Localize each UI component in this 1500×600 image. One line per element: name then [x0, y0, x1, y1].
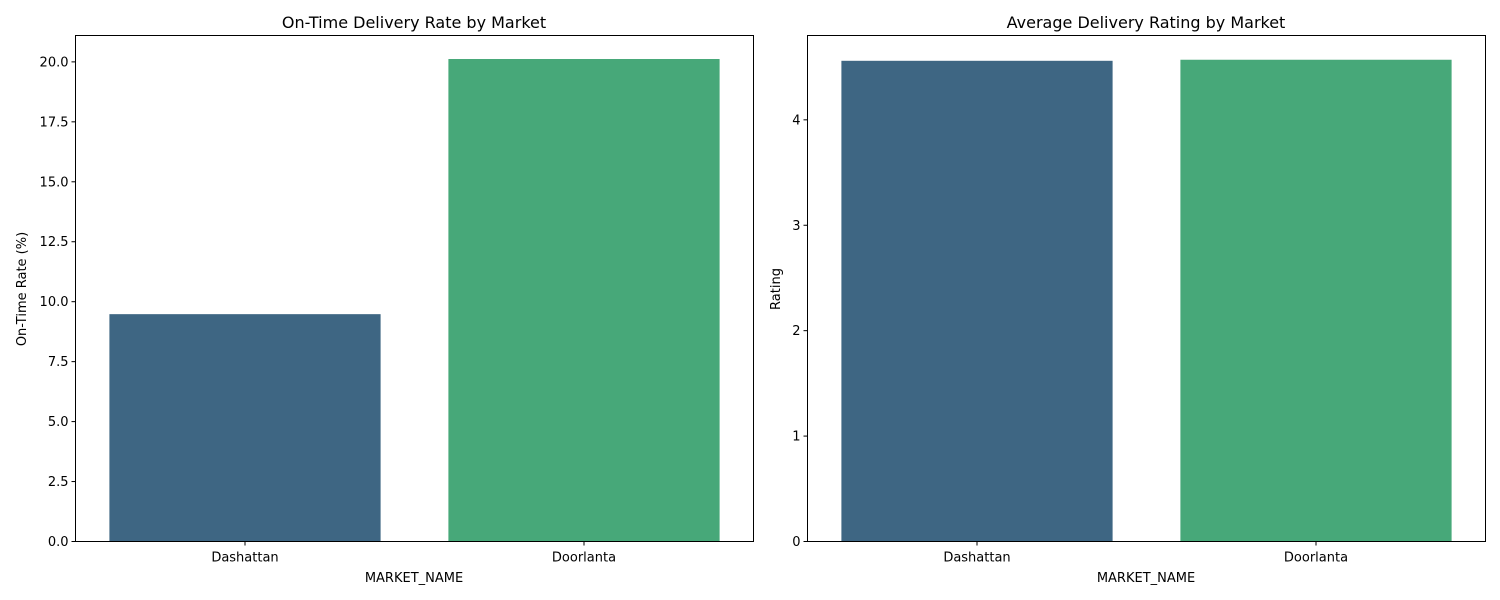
y-tick-label: 0 [792, 535, 800, 550]
chart-panel-average-rating: Average Delivery Rating by Market 01234 … [769, 13, 1486, 586]
y-tick-label: 12.5 [40, 235, 69, 250]
y-tick-label: 2.5 [48, 475, 69, 490]
x-axis-label: MARKET_NAME [365, 571, 463, 586]
x-tick-label: Doorlanta [552, 551, 616, 566]
chart-title: On-Time Delivery Rate by Market [282, 13, 546, 32]
bar-doorlanta [1180, 59, 1452, 542]
x-tick-label: Doorlanta [1284, 551, 1348, 566]
bar-group [841, 59, 1452, 542]
y-axis-ticks: 0.0 2.5 5.0 7.5 10.0 12.5 15.0 17.5 20.0 [40, 55, 76, 550]
y-tick-label: 4 [792, 113, 800, 128]
bar-dashattan [109, 314, 381, 542]
y-axis-ticks: 0 1 2 3 4 [792, 113, 808, 550]
y-tick-label: 2 [792, 324, 800, 339]
y-tick-label: 17.5 [40, 115, 69, 130]
y-tick-label: 15.0 [40, 175, 69, 190]
y-axis-label: Rating [769, 268, 784, 310]
x-tick-label: Dashattan [211, 551, 278, 566]
x-axis-label: MARKET_NAME [1097, 571, 1195, 586]
y-tick-label: 3 [792, 219, 800, 234]
plot-frame [75, 35, 754, 542]
y-axis-label: On-Time Rate (%) [15, 232, 30, 346]
bar-group [109, 59, 720, 542]
y-tick-label: 5.0 [48, 415, 69, 430]
y-tick-label: 10.0 [40, 295, 69, 310]
bar-doorlanta [448, 59, 720, 542]
plot-frame [807, 35, 1486, 542]
x-tick-label: Dashattan [943, 551, 1010, 566]
y-tick-label: 0.0 [48, 535, 69, 550]
y-tick-label: 20.0 [40, 55, 69, 70]
y-tick-label: 1 [792, 430, 800, 445]
chart-panel-on-time-rate: On-Time Delivery Rate by Market 0.0 2.5 5.… [15, 13, 754, 586]
x-axis-ticks: Dashattan Doorlanta [943, 541, 1348, 566]
bar-dashattan [841, 60, 1113, 542]
y-tick-label: 7.5 [48, 355, 69, 370]
chart-title: Average Delivery Rating by Market [1007, 13, 1286, 32]
x-axis-ticks: Dashattan Doorlanta [211, 541, 616, 566]
